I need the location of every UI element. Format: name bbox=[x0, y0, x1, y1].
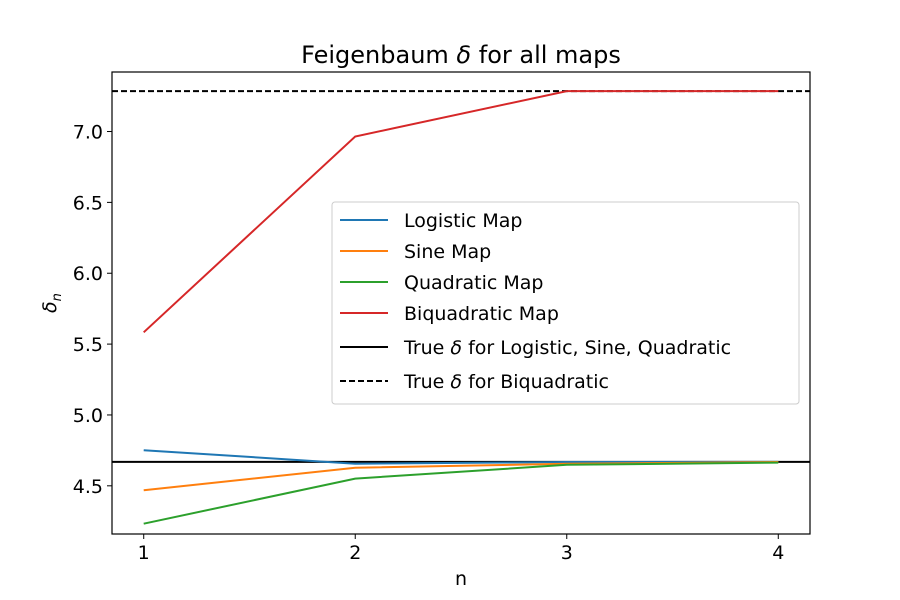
series-4 bbox=[143, 90, 779, 334]
legend-label: Logistic Map bbox=[404, 210, 522, 232]
y-tick-label: 6.5 bbox=[73, 192, 103, 214]
plot-area: 1 2 3 4 4.5 5.0 5.5 6.0 6.5 7.0 bbox=[73, 71, 811, 564]
x-tick-label: 2 bbox=[349, 542, 361, 564]
legend-label: True δ for Logistic, Sine, Quadratic bbox=[403, 337, 731, 359]
series-line bbox=[143, 90, 779, 334]
series-2 bbox=[143, 461, 779, 492]
y-tick-label: 7.0 bbox=[73, 122, 103, 144]
legend-label: True δ for Biquadratic bbox=[403, 371, 609, 393]
x-tick-label: 3 bbox=[561, 542, 573, 564]
legend-item: Quadratic Map bbox=[340, 272, 543, 294]
legend-item: Logistic Map bbox=[340, 210, 522, 232]
legend-item: True δ for Logistic, Sine, Quadratic bbox=[340, 337, 731, 359]
legend-label: Quadratic Map bbox=[404, 272, 543, 294]
y-tick-label: 4.5 bbox=[73, 476, 103, 498]
y-tick-label: 5.5 bbox=[73, 334, 103, 356]
legend-item: Biquadratic Map bbox=[340, 303, 559, 325]
legend-label: Sine Map bbox=[404, 241, 491, 263]
legend-label: Biquadratic Map bbox=[404, 303, 559, 325]
axes-frame bbox=[111, 71, 811, 535]
x-tick-label: 4 bbox=[772, 542, 784, 564]
x-axis-label: n bbox=[455, 568, 467, 590]
legend-item: Sine Map bbox=[340, 241, 491, 263]
legend-box bbox=[331, 201, 800, 405]
series-3 bbox=[143, 461, 779, 525]
legend: Logistic Map Sine Map Quadratic Map Biquadr… bbox=[331, 201, 800, 405]
x-tick-label: 1 bbox=[138, 542, 150, 564]
y-tick-label: 5.0 bbox=[73, 405, 103, 427]
series-line bbox=[143, 461, 779, 492]
legend-item: True δ for Biquadratic bbox=[340, 371, 609, 393]
y-axis-label: δn bbox=[39, 293, 65, 313]
series-line bbox=[143, 461, 779, 525]
chart-title: Feigenbaum δ for all maps bbox=[301, 41, 621, 69]
y-tick-label: 6.0 bbox=[73, 263, 103, 285]
